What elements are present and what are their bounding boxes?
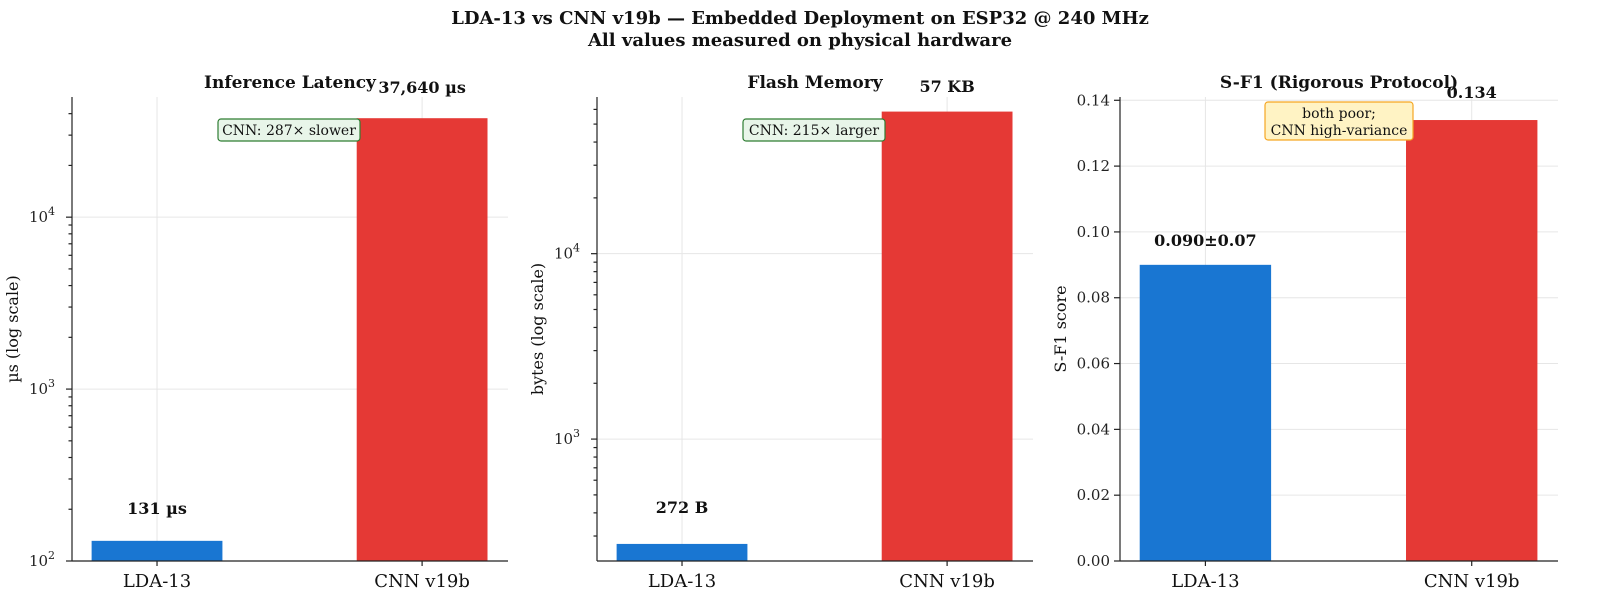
chart-panels: 102 103 104 131 µs 37,640 µs LDA-13 CNN v19b In… <box>3 73 1558 592</box>
bar-lda-13 <box>91 540 223 561</box>
value-label: 272 B <box>656 498 709 517</box>
y-axis-label: µs (log scale) <box>3 275 22 383</box>
annotation-text: both poor; <box>1302 106 1376 122</box>
bar-lda-13 <box>1139 264 1272 561</box>
panel-title: Flash Memory <box>747 73 883 93</box>
annotation-text: CNN: 215× larger <box>749 123 880 139</box>
panel-2: 103 104 272 B 57 KB LDA-13 CNN v19b Flash Memo… <box>528 73 1033 592</box>
annotation-text: CNN: 287× slower <box>222 123 356 139</box>
annotation-box <box>1264 101 1414 141</box>
y-axis-label: bytes (log scale) <box>528 263 547 395</box>
bar-cnn-v19b <box>356 118 488 561</box>
bar-cnn-v19b <box>1406 120 1538 561</box>
y-tick-label: 0.04 <box>1077 420 1110 438</box>
y-tick-label: 103 <box>554 427 580 448</box>
y-tick-label: 0.02 <box>1077 486 1110 504</box>
x-tick-label: CNN v19b <box>899 571 995 592</box>
annotation-text: CNN high-variance <box>1271 123 1408 139</box>
y-axis-label: S-F1 score <box>1051 285 1070 372</box>
figure-title-line2: All values measured on physical hardware <box>587 30 1012 51</box>
value-label: 131 µs <box>127 499 187 518</box>
y-tick-label: 0.10 <box>1077 223 1110 241</box>
value-label: 57 KB <box>919 77 974 96</box>
x-tick-label: LDA-13 <box>648 571 716 592</box>
y-tick-label: 103 <box>29 377 55 398</box>
value-label: 37,640 µs <box>378 78 466 97</box>
y-tick-label: 104 <box>29 205 55 226</box>
panel-title: Inference Latency <box>204 73 377 93</box>
x-tick-label: CNN v19b <box>374 571 470 592</box>
value-label: 0.134 <box>1447 83 1497 102</box>
y-tick-label: 0.12 <box>1077 157 1110 175</box>
panel-3: 0.00 0.02 0.04 0.06 0.08 0.10 0.12 0.14 0.090±0.… <box>1051 73 1558 592</box>
panel-1: 102 103 104 131 µs 37,640 µs LDA-13 CNN v19b In… <box>3 73 508 592</box>
y-tick-label: 0.06 <box>1077 355 1110 373</box>
figure-title-line1: LDA-13 vs CNN v19b — Embedded Deployment… <box>451 8 1149 29</box>
y-tick-label: 0.14 <box>1077 91 1110 109</box>
annotation-box <box>217 118 361 142</box>
bar-cnn-v19b <box>881 111 1013 561</box>
x-tick-label: LDA-13 <box>123 571 191 592</box>
value-label: 0.090±0.07 <box>1154 231 1256 250</box>
x-tick-label: LDA-13 <box>1171 571 1239 592</box>
y-tick-label: 102 <box>29 549 55 570</box>
panel-title: S-F1 (Rigorous Protocol) <box>1220 73 1458 93</box>
bar-lda-13 <box>616 543 748 561</box>
y-tick-label: 104 <box>554 242 580 263</box>
annotation-box <box>742 118 886 142</box>
y-tick-label: 0.00 <box>1077 552 1110 570</box>
y-tick-label: 0.08 <box>1077 289 1110 307</box>
x-tick-label: CNN v19b <box>1424 571 1520 592</box>
